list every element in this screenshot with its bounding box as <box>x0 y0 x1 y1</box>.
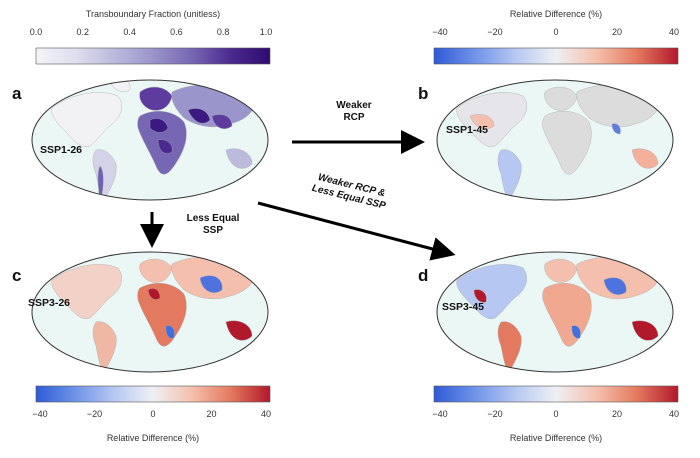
tick-label: 20 <box>206 409 217 419</box>
tick-label: 0.2 <box>76 27 90 37</box>
map-b <box>437 80 673 200</box>
tick-label: 0 <box>553 27 559 37</box>
arrow-label-line: Less Equal <box>186 213 240 224</box>
colorbar-difference-bottom-left-title: Relative Difference (%) <box>106 433 200 443</box>
scenario-label-d: SSP3-45 <box>442 301 485 313</box>
tick-label: 1.0 <box>259 27 273 37</box>
map-c-outline <box>31 251 269 373</box>
colorbar-transboundary-title: Transboundary Fraction (unitless) <box>85 9 221 19</box>
tick-label: 0 <box>553 409 559 419</box>
tick-label: −40 <box>32 409 48 419</box>
map-c <box>32 252 268 372</box>
colorbar-difference-top <box>433 47 679 65</box>
tick-label: 40 <box>260 409 272 419</box>
map-a-outline <box>31 79 269 201</box>
arrow-label-line: RCP <box>343 112 365 123</box>
tick-label: 0 <box>150 409 156 419</box>
panel-letter-d: d <box>418 266 429 285</box>
arrow-label-line: Weaker <box>336 100 372 111</box>
tick-label: 40 <box>668 409 680 419</box>
arrow-label-weaker-rcp: Weaker RCP <box>322 100 386 124</box>
tick-label: 0.0 <box>29 27 43 37</box>
scenario-label-c: SSP3-26 <box>28 297 71 309</box>
tick-label: −20 <box>86 409 103 419</box>
colorbar-difference-top-title: Relative Difference (%) <box>509 9 603 19</box>
scenario-label-b: SSP1-45 <box>446 124 489 136</box>
tick-label: −20 <box>487 27 503 37</box>
tick-label: 0.4 <box>123 27 136 37</box>
colorbar-transboundary <box>35 47 271 65</box>
tick-label: −20 <box>487 409 503 419</box>
tick-label: 20 <box>611 27 623 37</box>
colorbar-difference-bottom-left <box>35 385 271 403</box>
tick-label: 40 <box>668 27 680 37</box>
tick-label: −40 <box>432 409 448 419</box>
map-a <box>32 80 268 200</box>
arrow-label-less-equal-ssp: Less Equal SSP <box>178 213 248 237</box>
panel-letter-b: b <box>418 84 429 103</box>
map-d-outline <box>436 251 674 373</box>
tick-label: 20 <box>611 409 623 419</box>
scenario-label-a: SSP1-26 <box>40 144 83 156</box>
panel-letter-c: c <box>12 266 22 285</box>
panel-letter-a: a <box>12 84 22 103</box>
tick-label: −40 <box>432 27 448 37</box>
tick-label: 0.6 <box>170 27 183 37</box>
colorbar-difference-bottom-right-title: Relative Difference (%) <box>509 433 603 443</box>
arrow-a-to-d <box>257 201 456 261</box>
colorbar-difference-bottom-right <box>433 385 679 403</box>
tick-label: 0.8 <box>216 27 230 37</box>
arrow-label-line: SSP <box>202 225 223 236</box>
map-b-outline <box>436 79 674 201</box>
